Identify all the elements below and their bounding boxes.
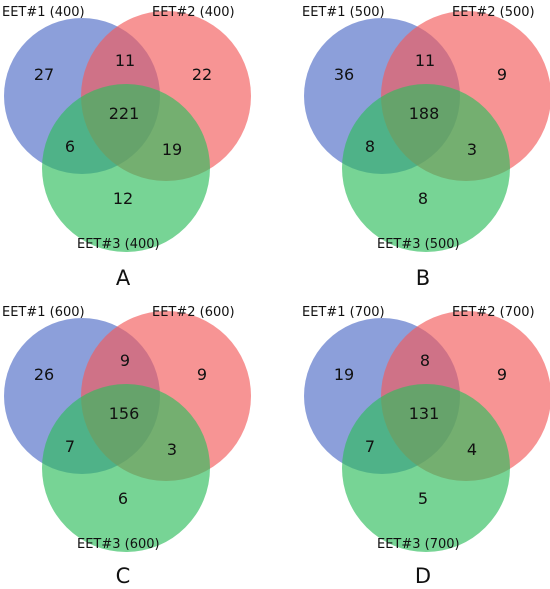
venn-panel-b: EET#1 (500) EET#2 (500) EET#3 (500) 36 1… <box>302 5 550 290</box>
venn-panel-d: EET#1 (700) EET#2 (700) EET#3 (700) 19 8… <box>302 305 550 588</box>
region-all-three: 221 <box>109 104 140 123</box>
region-eet1-eet2: 9 <box>120 351 130 370</box>
set-label-eet1: EET#1 (500) <box>302 5 385 20</box>
region-eet1-eet3: 7 <box>65 437 75 456</box>
set-circle-eet3 <box>42 84 210 252</box>
panel-label: C <box>116 564 131 588</box>
set-label-eet1: EET#1 (600) <box>2 305 85 320</box>
region-only-eet2: 9 <box>497 65 507 84</box>
region-only-eet1: 26 <box>34 365 54 384</box>
region-only-eet3: 12 <box>113 189 133 208</box>
region-eet2-eet3: 3 <box>467 140 477 159</box>
region-only-eet3: 8 <box>418 189 428 208</box>
region-eet1-eet2: 11 <box>415 51 435 70</box>
set-label-eet2: EET#2 (700) <box>452 305 535 320</box>
region-only-eet3: 5 <box>418 489 428 508</box>
region-all-three: 188 <box>409 104 440 123</box>
region-eet2-eet3: 3 <box>167 440 177 459</box>
set-label-eet3: EET#3 (400) <box>77 237 160 252</box>
set-circle-eet3 <box>42 384 210 552</box>
panel-label: D <box>415 564 431 588</box>
region-eet1-eet2: 11 <box>115 51 135 70</box>
region-only-eet2: 9 <box>497 365 507 384</box>
region-only-eet1: 27 <box>34 65 54 84</box>
region-eet1-eet3: 6 <box>65 137 75 156</box>
panel-label: B <box>416 266 430 290</box>
set-label-eet1: EET#1 (700) <box>302 305 385 320</box>
region-only-eet2: 9 <box>197 365 207 384</box>
region-eet1-eet3: 8 <box>365 137 375 156</box>
region-all-three: 156 <box>109 404 140 423</box>
region-only-eet2: 22 <box>192 65 212 84</box>
set-label-eet3: EET#3 (600) <box>77 537 160 552</box>
region-eet2-eet3: 4 <box>467 440 477 459</box>
region-only-eet3: 6 <box>118 489 128 508</box>
set-label-eet2: EET#2 (500) <box>452 5 535 20</box>
set-label-eet2: EET#2 (400) <box>152 5 235 20</box>
venn-panel-c: EET#1 (600) EET#2 (600) EET#3 (600) 26 9… <box>2 305 251 588</box>
venn-panel-a: EET#1 (400) EET#2 (400) EET#3 (400) 27 1… <box>2 5 251 290</box>
set-label-eet3: EET#3 (700) <box>377 537 460 552</box>
set-label-eet1: EET#1 (400) <box>2 5 85 20</box>
region-all-three: 131 <box>409 404 440 423</box>
region-eet1-eet2: 8 <box>420 351 430 370</box>
panel-label: A <box>116 266 131 290</box>
region-eet1-eet3: 7 <box>365 437 375 456</box>
set-circle-eet3 <box>342 84 510 252</box>
set-label-eet3: EET#3 (500) <box>377 237 460 252</box>
region-only-eet1: 19 <box>334 365 354 384</box>
set-label-eet2: EET#2 (600) <box>152 305 235 320</box>
region-only-eet1: 36 <box>334 65 354 84</box>
set-circle-eet3 <box>342 384 510 552</box>
region-eet2-eet3: 19 <box>162 140 182 159</box>
